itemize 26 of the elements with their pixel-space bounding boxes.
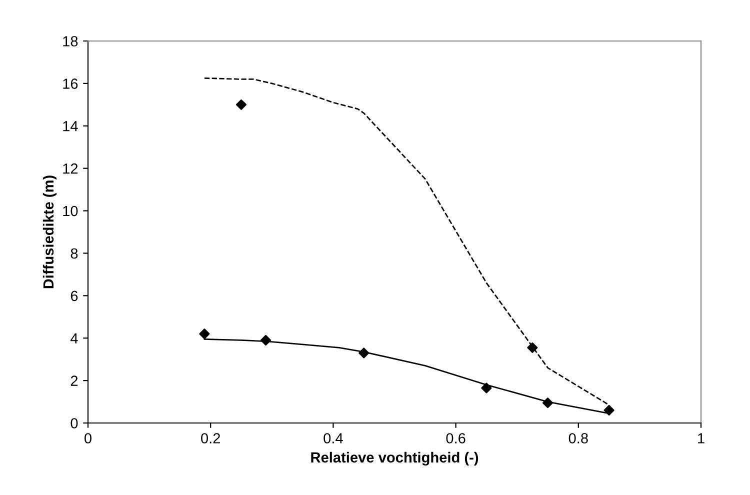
- point: [199, 328, 210, 340]
- y-axis-title: Diffusiedikte (m): [42, 176, 57, 288]
- x-tick-label: 0: [84, 433, 92, 444]
- point: [542, 398, 554, 408]
- y-tick-label: 6: [70, 290, 78, 302]
- x-tick-label: 1: [698, 433, 704, 444]
- point: [358, 348, 370, 358]
- y-tick-label: 0: [70, 418, 78, 428]
- y-tick-label: 16: [63, 78, 78, 89]
- point: [260, 334, 272, 346]
- y-tick-label: 10: [63, 206, 78, 216]
- point: [481, 382, 492, 394]
- y-tick-label: 4: [70, 333, 78, 344]
- x-tick-label: 0.2: [201, 433, 220, 444]
- point: [527, 342, 538, 353]
- y-tick-label: 18: [63, 36, 78, 46]
- x-tick-label: 0.4: [324, 433, 343, 444]
- point: [236, 99, 247, 110]
- y-tick-label: 8: [70, 248, 78, 259]
- y-tick-label: 2: [70, 376, 78, 386]
- x-axis-title: Relatieve vochtigheid (-): [311, 452, 478, 466]
- point: [604, 404, 614, 416]
- x-tick-label: 0.8: [568, 433, 588, 444]
- y-tick-label: 12: [63, 163, 78, 174]
- x-tick-label: 0.6: [446, 433, 466, 444]
- y-tick-label: 14: [63, 121, 78, 132]
